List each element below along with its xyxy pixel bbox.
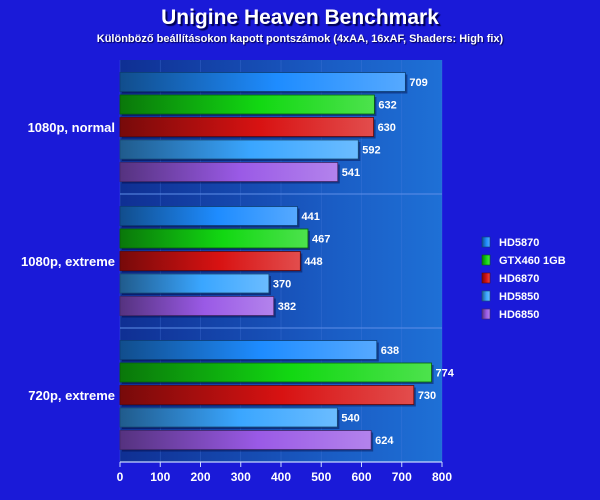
legend-label: GTX460 1GB bbox=[499, 255, 566, 267]
x-tick-label: 600 bbox=[351, 470, 371, 484]
data-label: 632 bbox=[378, 100, 396, 112]
data-label: 630 bbox=[378, 122, 396, 134]
x-tick-label: 800 bbox=[432, 470, 452, 484]
data-label: 638 bbox=[381, 345, 399, 357]
bar-hd6870 bbox=[119, 117, 374, 137]
legend-label: HD6850 bbox=[499, 309, 539, 321]
chart-subtitle: Különböző beállításokon kapott pontszámo… bbox=[96, 33, 504, 45]
legend-swatch bbox=[481, 272, 491, 284]
bar-hd6870 bbox=[119, 385, 415, 405]
x-tick-label: 400 bbox=[271, 470, 291, 484]
data-label: 441 bbox=[302, 211, 320, 223]
data-label: 467 bbox=[312, 234, 330, 246]
legend-swatch bbox=[481, 236, 491, 248]
x-tick-label: 700 bbox=[392, 470, 412, 484]
bar-hd5870 bbox=[119, 340, 378, 360]
x-tick-label: 200 bbox=[190, 470, 210, 484]
data-label: 624 bbox=[375, 435, 394, 447]
data-label: 592 bbox=[362, 145, 380, 157]
data-label: 541 bbox=[342, 167, 360, 179]
legend-label: HD5870 bbox=[499, 237, 539, 249]
bar-hd6850 bbox=[119, 296, 275, 316]
bar-hd6850 bbox=[119, 430, 372, 450]
bar-hd5850 bbox=[119, 407, 338, 428]
category-label: 1080p, extreme bbox=[21, 254, 115, 269]
x-tick-label: 0 bbox=[117, 470, 124, 484]
data-label: 370 bbox=[273, 279, 291, 291]
data-label: 448 bbox=[304, 256, 322, 268]
data-label: 774 bbox=[436, 368, 455, 380]
bar-hd5850 bbox=[119, 139, 359, 160]
legend-swatch bbox=[481, 308, 491, 320]
legend-label: HD5850 bbox=[499, 291, 539, 303]
data-label: 730 bbox=[418, 390, 436, 402]
bar-gtx460-1gb bbox=[119, 362, 432, 383]
bar-gtx460-1gb bbox=[119, 94, 375, 115]
bar-hd6870 bbox=[119, 251, 301, 271]
data-label: 382 bbox=[278, 301, 296, 313]
category-label: 720p, extreme bbox=[28, 388, 115, 403]
legend-swatch bbox=[481, 254, 491, 266]
legend-swatch bbox=[481, 290, 491, 302]
data-label: 540 bbox=[341, 413, 359, 425]
category-label: 1080p, normal bbox=[28, 120, 115, 135]
bar-hd5870 bbox=[119, 206, 298, 226]
x-tick-label: 300 bbox=[231, 470, 251, 484]
x-tick-label: 100 bbox=[150, 470, 170, 484]
bar-hd5870 bbox=[119, 72, 406, 92]
x-tick-label: 500 bbox=[311, 470, 331, 484]
bar-gtx460-1gb bbox=[119, 228, 309, 249]
bar-hd6850 bbox=[119, 162, 339, 182]
chart-title: Unigine Heaven Benchmark bbox=[161, 6, 439, 29]
data-label: 709 bbox=[409, 77, 427, 89]
bar-hd5850 bbox=[119, 273, 270, 294]
legend-label: HD6870 bbox=[499, 273, 539, 285]
